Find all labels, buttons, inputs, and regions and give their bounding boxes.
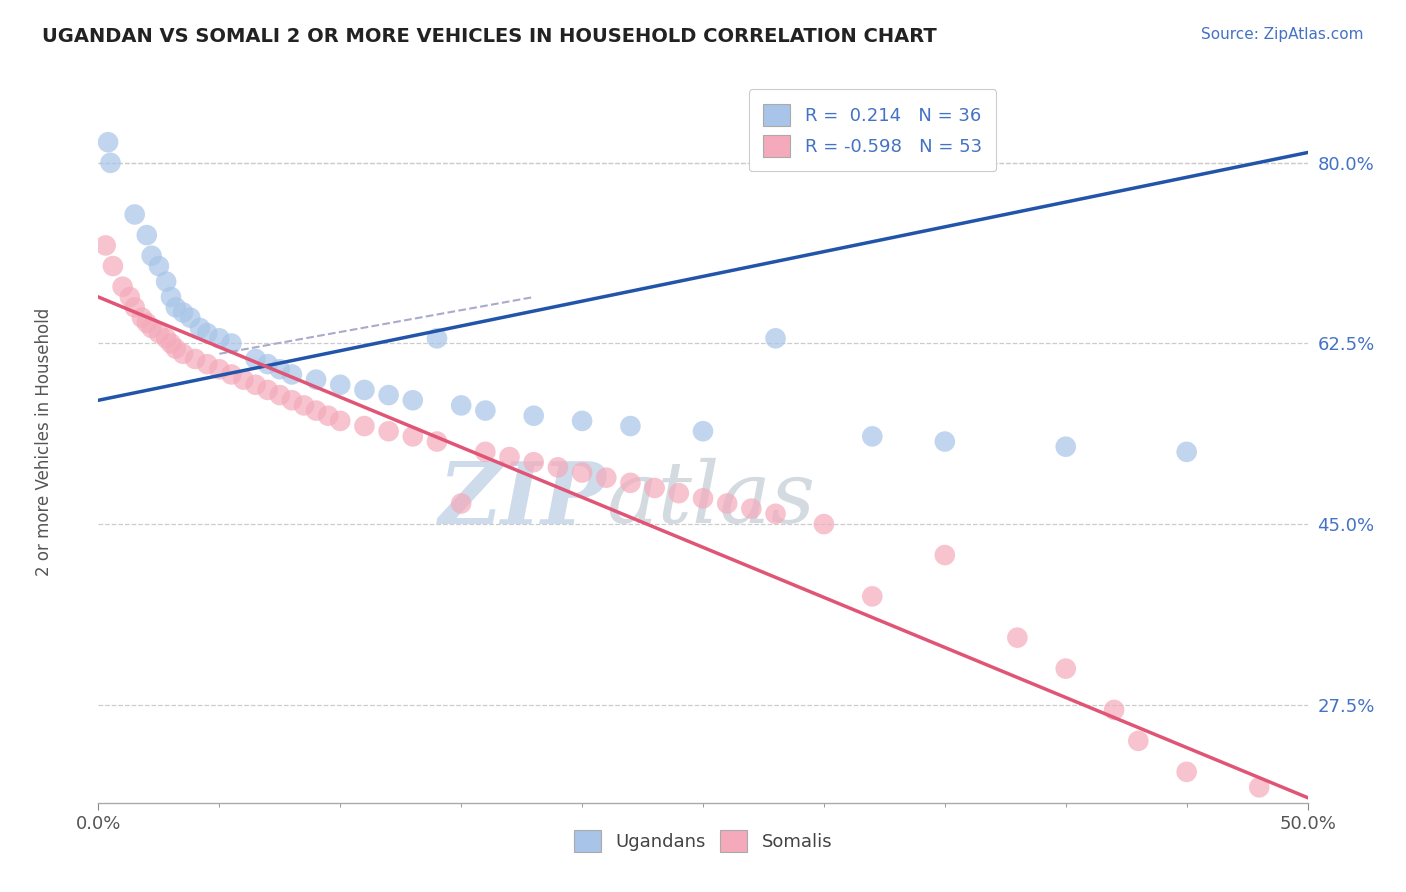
Text: atlas: atlas — [606, 458, 815, 541]
Text: UGANDAN VS SOMALI 2 OR MORE VEHICLES IN HOUSEHOLD CORRELATION CHART: UGANDAN VS SOMALI 2 OR MORE VEHICLES IN … — [42, 27, 936, 45]
Point — [292, 398, 315, 412]
Point — [498, 450, 520, 464]
Point — [281, 393, 304, 408]
Point — [148, 259, 170, 273]
Point — [124, 207, 146, 221]
Point — [1007, 631, 1029, 645]
Point — [100, 156, 122, 170]
Point — [305, 373, 328, 387]
Point — [571, 466, 593, 480]
Point — [474, 403, 496, 417]
Text: ZIP: ZIP — [439, 458, 606, 541]
Point — [1175, 445, 1198, 459]
Point — [402, 393, 425, 408]
Point — [1128, 734, 1150, 748]
Point — [692, 491, 714, 506]
Point — [172, 347, 194, 361]
Point — [547, 460, 569, 475]
Point — [184, 351, 207, 366]
Point — [97, 135, 120, 149]
Point — [523, 455, 546, 469]
Point — [165, 342, 187, 356]
Text: 2 or more Vehicles in Household: 2 or more Vehicles in Household — [35, 308, 53, 575]
Point — [595, 471, 617, 485]
Point — [124, 301, 146, 315]
Point — [1054, 440, 1077, 454]
Point — [221, 368, 243, 382]
Point — [208, 362, 231, 376]
Point — [644, 481, 666, 495]
Point — [165, 301, 187, 315]
Text: Source: ZipAtlas.com: Source: ZipAtlas.com — [1201, 27, 1364, 42]
Point — [208, 331, 231, 345]
Point — [353, 419, 375, 434]
Point — [195, 326, 218, 341]
Point — [353, 383, 375, 397]
Point — [135, 228, 157, 243]
Point — [195, 357, 218, 371]
Point — [765, 331, 787, 345]
Point — [316, 409, 339, 423]
Point — [111, 279, 134, 293]
Point — [934, 434, 956, 449]
Point — [765, 507, 787, 521]
Point — [402, 429, 425, 443]
Point — [619, 475, 641, 490]
Point — [329, 414, 352, 428]
Point — [269, 362, 291, 376]
Point — [141, 249, 163, 263]
Point — [281, 368, 304, 382]
Point — [1249, 780, 1271, 795]
Point — [148, 326, 170, 341]
Point — [305, 403, 328, 417]
Point — [245, 377, 267, 392]
Point — [94, 238, 117, 252]
Point — [740, 501, 762, 516]
Point — [450, 496, 472, 510]
Point — [474, 445, 496, 459]
Point — [329, 377, 352, 392]
Point — [269, 388, 291, 402]
Point — [155, 331, 177, 345]
Point — [256, 383, 278, 397]
Point — [450, 398, 472, 412]
Point — [232, 373, 254, 387]
Point — [619, 419, 641, 434]
Point — [118, 290, 141, 304]
Point — [377, 424, 399, 438]
Point — [860, 590, 883, 604]
Point — [934, 548, 956, 562]
Point — [245, 351, 267, 366]
Point — [101, 259, 124, 273]
Point — [155, 275, 177, 289]
Point — [221, 336, 243, 351]
Point — [188, 321, 211, 335]
Legend: Ugandans, Somalis: Ugandans, Somalis — [567, 822, 839, 859]
Point — [172, 305, 194, 319]
Point — [160, 290, 183, 304]
Point — [1175, 764, 1198, 779]
Point — [813, 517, 835, 532]
Point — [256, 357, 278, 371]
Point — [523, 409, 546, 423]
Point — [692, 424, 714, 438]
Point — [141, 321, 163, 335]
Point — [377, 388, 399, 402]
Point — [716, 496, 738, 510]
Point — [860, 429, 883, 443]
Point — [1102, 703, 1125, 717]
Point — [160, 336, 183, 351]
Point — [135, 316, 157, 330]
Point — [1054, 662, 1077, 676]
Point — [426, 434, 449, 449]
Point — [571, 414, 593, 428]
Point — [668, 486, 690, 500]
Point — [131, 310, 153, 325]
Point — [179, 310, 201, 325]
Point — [426, 331, 449, 345]
